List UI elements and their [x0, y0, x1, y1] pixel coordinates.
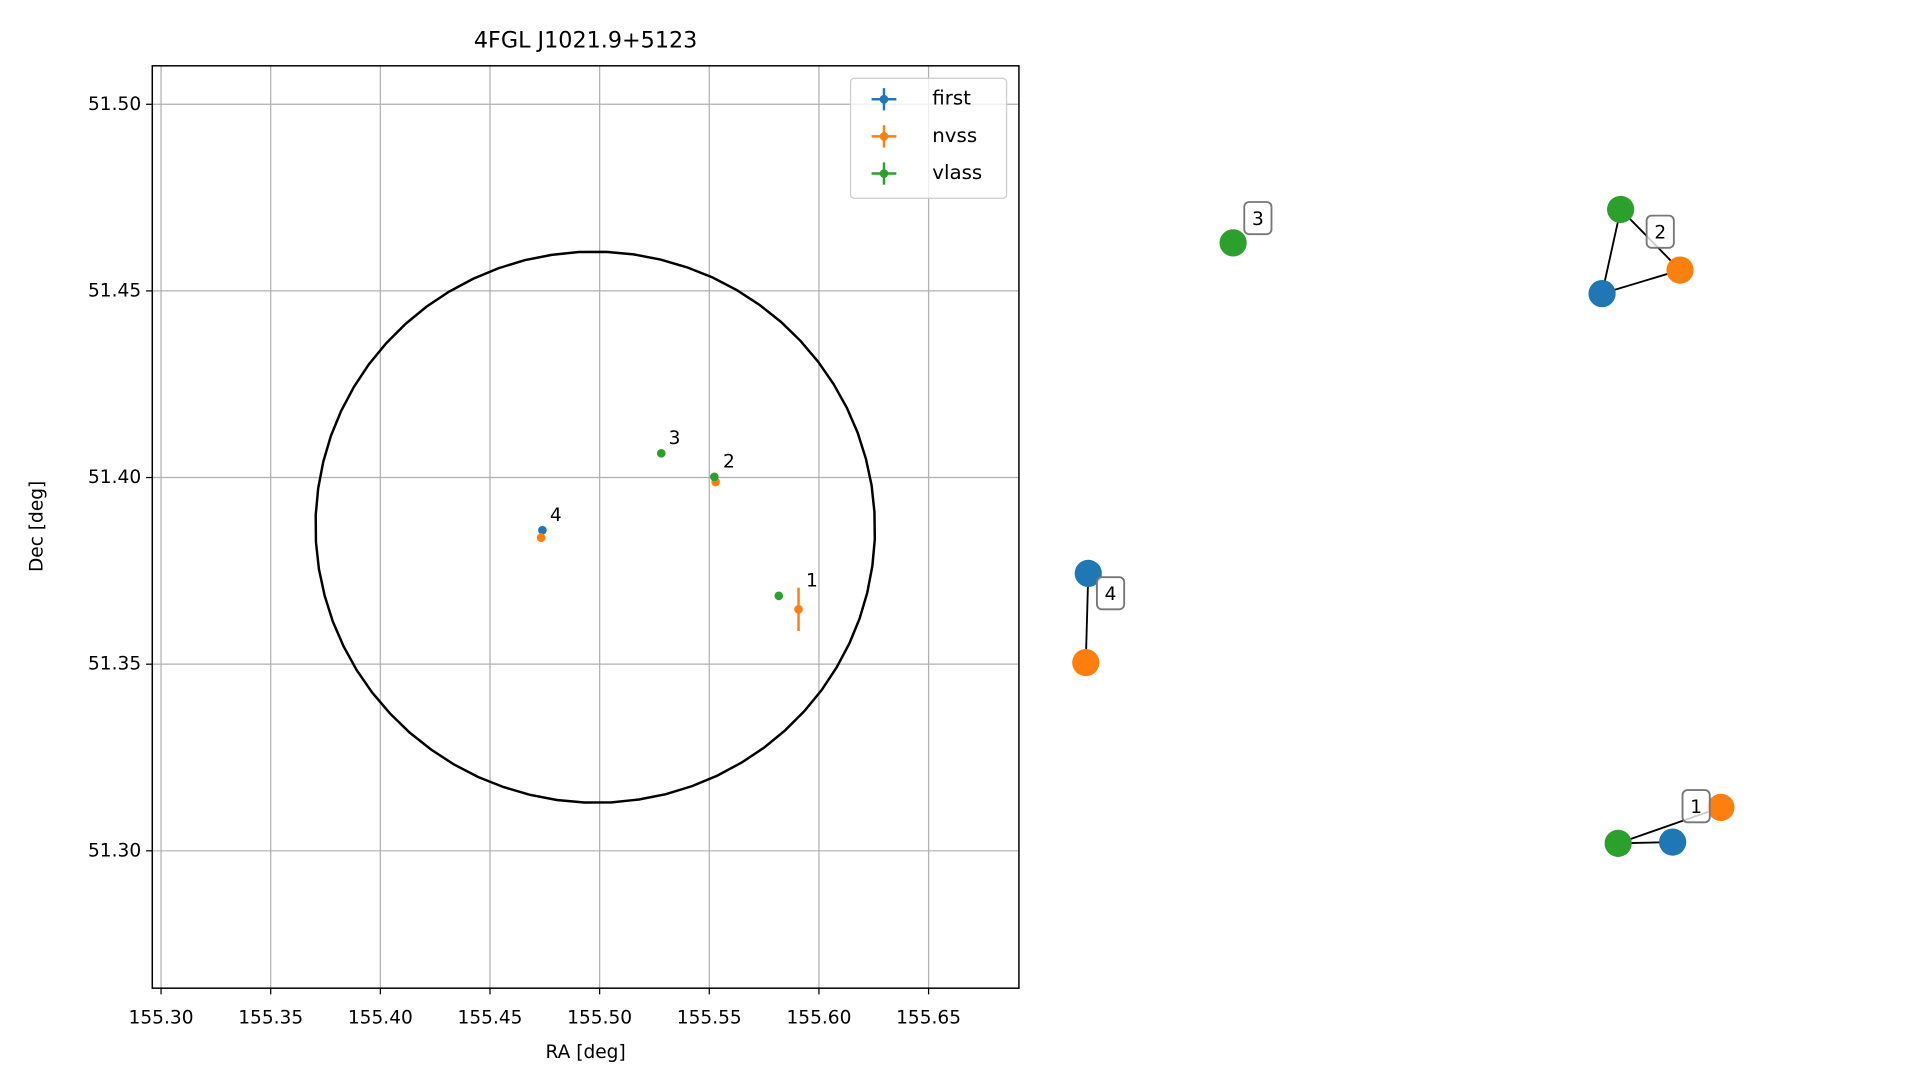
annotation: 3: [669, 428, 681, 449]
annotation: 1: [806, 571, 818, 592]
y-tick-label: 51.45: [88, 280, 141, 301]
x-tick-label: 155.45: [458, 1007, 523, 1028]
node-label: 3: [1252, 209, 1264, 230]
legend-label: first: [932, 87, 971, 110]
edge: [1601, 209, 1622, 294]
node: [1659, 828, 1687, 856]
node: [1074, 559, 1102, 588]
legend-box: [849, 77, 1008, 199]
node: [1607, 195, 1635, 224]
x-tick-label: 155.60: [786, 1007, 851, 1028]
x-tick-label: 155.35: [238, 1007, 303, 1028]
node-label-box: [1243, 201, 1273, 236]
legend-label: vlass: [932, 161, 982, 184]
data-point: [538, 525, 547, 535]
node: [1072, 648, 1100, 677]
data-point: [536, 533, 546, 542]
node: [1666, 256, 1694, 284]
annotation: 4: [550, 505, 562, 526]
annotation: 2: [723, 451, 735, 472]
plot-area: 155.30 155.35 155.40 155.45 155.50 155.55 155.…: [88, 65, 1020, 1028]
legend-marker: [879, 132, 889, 141]
x-tick-label: 155.50: [567, 1007, 632, 1028]
legend-label: nvss: [932, 124, 977, 147]
legend-marker: [879, 169, 889, 178]
error-ellipse: [314, 250, 877, 804]
y-axis-label: Dec [deg]: [27, 481, 48, 572]
data-point: [774, 591, 784, 601]
x-axis-label: RA [deg]: [545, 1042, 625, 1063]
x-tick-label: 155.30: [129, 1007, 194, 1028]
node-label-box: [1681, 789, 1711, 824]
y-tick-label: 51.30: [88, 840, 141, 861]
plot-frame: [151, 65, 1020, 989]
node-label: 1: [1690, 797, 1702, 818]
chart-title: 4FGL J1021.9+5123: [474, 28, 698, 54]
data-point: [794, 604, 803, 614]
y-tick-label: 51.35: [88, 654, 141, 675]
legend-marker: [879, 94, 889, 104]
node-label-box: [1645, 214, 1675, 249]
y-tick-label: 51.50: [88, 94, 141, 115]
node: [1588, 280, 1616, 308]
y-tick-label: 51.40: [88, 467, 141, 488]
node-label: 4: [1105, 584, 1117, 605]
node: [1219, 229, 1247, 257]
x-tick-label: 155.55: [677, 1007, 742, 1028]
node-label: 2: [1654, 222, 1666, 243]
node: [1707, 793, 1735, 822]
x-tick-label: 155.40: [348, 1007, 413, 1028]
node-label-box: [1095, 576, 1126, 611]
x-tick-label: 155.65: [896, 1007, 961, 1028]
edge: [1084, 573, 1090, 663]
network-graph: 1 2 3 4: [1072, 195, 1735, 857]
data-point: [656, 448, 666, 458]
data-point: [709, 472, 719, 482]
node: [1604, 829, 1632, 857]
